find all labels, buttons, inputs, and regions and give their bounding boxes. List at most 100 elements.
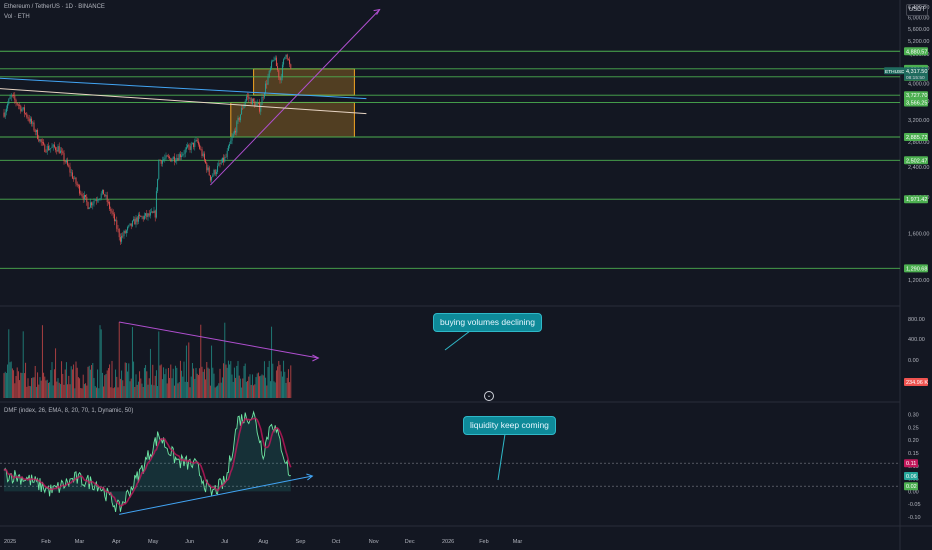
dmf-area: [4, 411, 291, 512]
volume-bar: [91, 365, 93, 398]
volume-bar: [100, 329, 102, 398]
volume-bar: [8, 329, 10, 398]
candle-body: [173, 156, 175, 162]
volume-bar: [275, 370, 277, 398]
candle-body: [97, 200, 99, 201]
currency-button[interactable]: USDT: [906, 4, 928, 16]
volume-bar: [268, 360, 270, 398]
chevron-down-icon[interactable]: ⌄: [484, 391, 494, 401]
volume-bar: [249, 374, 251, 398]
volume-bar: [289, 382, 291, 398]
volume-legend[interactable]: Vol · ETH: [4, 14, 30, 20]
candle-body: [160, 160, 162, 164]
volume-bar: [273, 381, 275, 398]
volume-trend-arrow: [312, 354, 320, 362]
candle-body: [243, 104, 245, 109]
last-price-label: 4,317.50: [906, 69, 927, 75]
time-tick-label: Mar: [513, 539, 523, 545]
candle-body: [253, 98, 255, 102]
volume-bar: [158, 331, 160, 398]
candle-body: [169, 156, 171, 159]
candle-body: [25, 113, 27, 114]
candle-body: [81, 194, 83, 197]
volume-bar: [35, 386, 37, 398]
candle-body: [115, 220, 117, 222]
volume-bar: [29, 386, 31, 398]
volume-bar: [76, 367, 78, 398]
volume-bar: [10, 361, 12, 398]
candle-body: [128, 225, 130, 228]
volume-bar: [286, 377, 288, 398]
candle-body: [285, 54, 287, 57]
candle-body: [106, 195, 108, 203]
candle-body: [245, 96, 247, 101]
volume-bar: [169, 377, 171, 398]
candle-body: [219, 163, 221, 164]
candle-body: [94, 200, 96, 201]
candle-body: [131, 220, 133, 227]
candle-body: [244, 100, 246, 105]
candle-body: [7, 104, 9, 109]
volume-bar: [137, 381, 139, 398]
time-tick-label: Mar: [75, 539, 85, 545]
volume-bar: [242, 378, 244, 398]
candle-body: [148, 213, 150, 216]
candle-body: [61, 150, 63, 152]
candle-body: [250, 98, 252, 105]
volume-bar: [284, 371, 286, 398]
volume-bar: [170, 364, 172, 398]
candle-body: [260, 105, 262, 112]
dmf-legend[interactable]: DMF (index, 26, EMA, 8, 20, 70, 1, Dynam…: [4, 408, 134, 414]
trendline-arrow-head: [373, 8, 381, 15]
candle-body: [139, 214, 141, 216]
dmf-trendline: [119, 475, 313, 515]
volume-bar: [15, 376, 17, 398]
candle-body: [88, 207, 90, 210]
supply-zone: [230, 101, 355, 138]
volume-bar: [61, 361, 63, 398]
volume-bar: [219, 368, 221, 398]
candle-body: [85, 194, 87, 197]
candle-body: [265, 83, 267, 94]
volume-bar: [266, 385, 268, 398]
candle-body: [227, 145, 229, 151]
candle-body: [16, 103, 18, 105]
volume-bar: [33, 377, 35, 398]
volume-bar: [119, 378, 121, 398]
volume-bar: [159, 365, 161, 398]
volume-bar: [59, 384, 61, 398]
candle-body: [211, 176, 213, 181]
volume-bar: [211, 345, 213, 398]
candle-body: [172, 156, 174, 160]
price-tick-label: 1,600.00: [908, 231, 929, 237]
symbol-title[interactable]: Ethereum / TetherUS · 1D · BINANCE: [4, 4, 105, 10]
candle-body: [117, 228, 119, 230]
volume-bar: [5, 372, 7, 398]
candle-body: [55, 147, 57, 151]
volume-bar: [161, 379, 163, 398]
supply-zone: [253, 68, 355, 96]
candle-body: [274, 57, 276, 61]
volume-bar: [179, 360, 181, 398]
candle-body: [26, 113, 28, 117]
volume-bar: [256, 373, 258, 398]
candle-body: [175, 161, 177, 162]
candle-body: [194, 141, 196, 148]
volume-bar: [134, 386, 136, 398]
candle-body: [110, 208, 112, 211]
candle-body: [62, 151, 64, 154]
level-price-tag: [904, 156, 928, 165]
volume-bar: [133, 361, 135, 398]
dmf-tick-label: 0.25: [908, 425, 919, 431]
volume-bar: [215, 386, 217, 398]
volume-bar: [199, 368, 201, 398]
countdown-label: 08:15:50: [906, 75, 925, 81]
candle-body: [77, 185, 79, 186]
candle-body: [89, 202, 91, 208]
candle-body: [267, 76, 269, 85]
candle-body: [23, 107, 25, 114]
dmf-value-label: 0.11: [906, 461, 916, 467]
volume-bar: [7, 364, 9, 398]
volume-bar: [226, 367, 228, 398]
